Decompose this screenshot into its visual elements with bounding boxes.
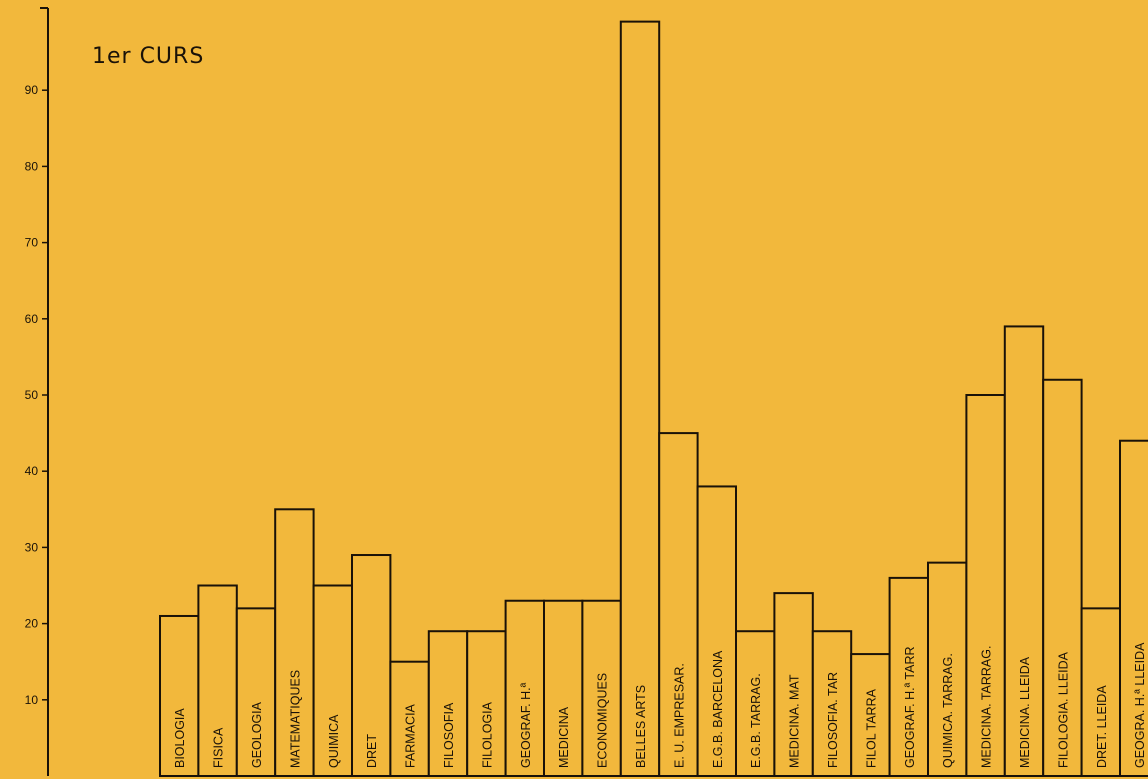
bar (197, 584, 238, 777)
bar (389, 660, 430, 778)
category-label: QUIMICA. TARRAG. (941, 653, 955, 768)
y-tick-label: 60 (25, 312, 39, 326)
bar (312, 584, 354, 777)
bar (466, 630, 507, 777)
bar (1003, 325, 1045, 777)
chart-title: 1er CURS (92, 44, 205, 69)
category-label: GEOGRAF. H.ª (519, 682, 533, 768)
y-tick-label: 50 (25, 388, 39, 402)
bar (504, 599, 546, 777)
category-label: E. U. EMPRESAR. (672, 663, 686, 768)
category-label: FILOLOGIA (480, 701, 494, 768)
bar (811, 630, 853, 777)
category-label: GEOLOGIA (250, 701, 264, 768)
bar (927, 561, 968, 778)
category-label: MEDICINA. LLEIDA (1018, 656, 1032, 768)
category-label: MATEMATIQUES (288, 670, 302, 768)
category-label: BELLES ARTS (634, 685, 648, 768)
category-label: MEDICINA. TARRAG. (980, 646, 994, 768)
category-label: ECONOMIQUES (596, 673, 610, 768)
y-tick-label: 10 (25, 693, 39, 707)
bar (235, 607, 277, 777)
category-label: MEDICINA. MAT (788, 674, 802, 768)
bar (619, 20, 661, 778)
category-label: GEOGRA. H.ª LLEIDA (1133, 642, 1147, 768)
y-tick-label: 70 (25, 236, 39, 250)
category-label: FILOSOFIA (442, 702, 456, 768)
y-tick-label: 40 (25, 464, 39, 478)
y-tick-label: 80 (25, 159, 39, 173)
bar (1080, 607, 1121, 777)
category-label: QUIMICA (327, 714, 341, 768)
bar (850, 653, 891, 778)
category-label: FARMACIA (404, 703, 418, 768)
bar (696, 485, 737, 777)
category-label: FILOSOFIA. TAR (826, 672, 840, 768)
bar (658, 432, 699, 777)
bar (159, 614, 200, 777)
category-label: FISICA (212, 727, 226, 768)
bar (965, 394, 1006, 777)
category-label: E.G.B. BARCELONA (711, 650, 725, 768)
category-label: E.G.B. TARRAG. (749, 673, 763, 768)
category-label: BIOLOGIA (173, 708, 187, 768)
bar (1119, 439, 1148, 777)
category-label: FILOL TARRA (864, 688, 878, 768)
bar (543, 599, 584, 777)
category-label: GEOGRAF. H.ª TARR (903, 646, 917, 768)
bar (351, 554, 392, 778)
y-tick-label: 30 (25, 540, 39, 554)
bar (274, 508, 315, 777)
y-tick-label: 90 (25, 83, 39, 97)
category-label: MEDICINA (557, 706, 571, 768)
bar (773, 592, 814, 777)
bar (1042, 378, 1083, 777)
category-label: FILOLOGIA. LLEIDA (1056, 651, 1070, 768)
category-label: DRET. LLEIDA (1095, 685, 1109, 768)
y-tick-label: 20 (25, 617, 39, 631)
bar (735, 630, 776, 777)
category-label: DRET (365, 734, 379, 768)
